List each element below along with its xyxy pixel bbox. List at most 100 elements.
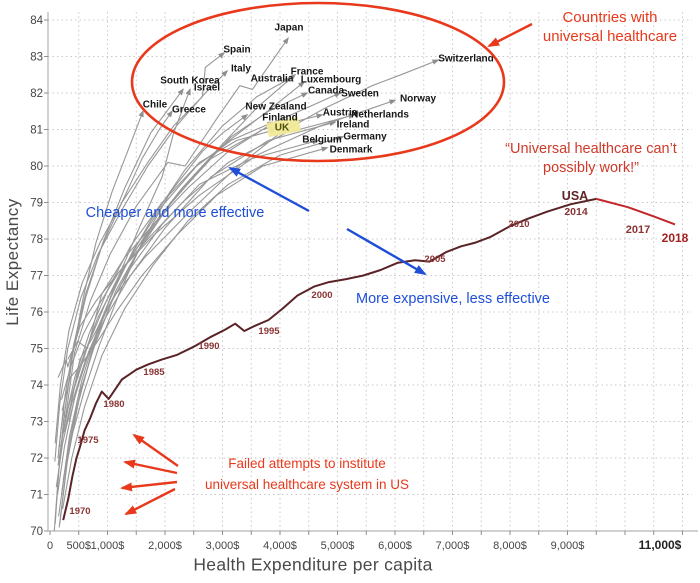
annotation-more-expensive-less-effective: More expensive, less effective	[356, 290, 550, 308]
x-tick-label-3000: 3,000$	[206, 540, 240, 552]
gridlines	[48, 12, 692, 531]
country-line-sweden	[67, 92, 342, 360]
x-tick-label-7000: 7,000$	[436, 540, 470, 552]
us-year-label-1970: 1970	[69, 506, 90, 517]
blue-arrow	[346, 227, 427, 276]
country-label-uk: UK	[275, 123, 290, 134]
country-line-italy	[54, 70, 229, 462]
country-label-israel: Israel	[194, 83, 220, 94]
us-year-label-2005: 2005	[424, 254, 446, 265]
country-label-australia: Australia	[251, 74, 294, 85]
country-label-greece: Greece	[172, 105, 206, 116]
annotation-line: Failed attempts to institute	[228, 456, 386, 471]
x-tick-label-1000: 1,000$	[91, 540, 125, 552]
y-tick-label-81: 81	[30, 125, 43, 137]
annotation-countries-with-universal-healthcare: Countries with universal healthcare	[543, 8, 677, 46]
universal-healthcare-ellipse	[130, 1, 506, 163]
country-label-new-zealand: New Zealand	[245, 102, 306, 113]
tick-labels: 70 71 72 73 74 75 76 77 78 79 80 81 82 83 84 0 500$ 1,000…	[30, 15, 681, 552]
country-label-canada: Canada	[308, 86, 345, 97]
country-line-norway	[57, 99, 397, 378]
uk-highlight	[266, 117, 301, 137]
us-year-label-2010: 2010	[508, 219, 529, 230]
y-tick-label-84: 84	[30, 15, 43, 27]
country-label-belgium: Belgium	[302, 135, 342, 146]
y-tick-label-83: 83	[30, 52, 43, 64]
country-label-sweden: Sweden	[341, 89, 379, 100]
y-tick-label-77: 77	[30, 271, 43, 283]
x-tick-label-500: 500$	[67, 540, 91, 552]
country-line-switzerland	[68, 59, 440, 415]
country-line-canada	[63, 92, 309, 433]
annotation-line: “Universal healthcare can’t	[505, 141, 677, 157]
annotation-line: possibly work!”	[543, 160, 639, 176]
country-line-ireland	[55, 120, 337, 488]
us-line-bright	[596, 197, 676, 226]
annotation-arrows	[120, 22, 533, 516]
x-tick-label-6000: 6,000$	[378, 540, 412, 552]
country-line-belgium	[56, 139, 320, 495]
x-tick-label-0: 0	[47, 540, 53, 552]
country-trajectories	[53, 37, 440, 532]
country-label-luxembourg: Luxembourg	[301, 75, 362, 86]
x-tick-label-11000: 11,000$	[639, 538, 682, 552]
us-year-label-1985: 1985	[143, 367, 165, 378]
y-tick-label-76: 76	[30, 307, 43, 319]
red-arrow	[124, 487, 176, 516]
country-label-switzerland: Switzerland	[438, 54, 494, 65]
country-line-australia	[60, 77, 292, 495]
x-tick-label-4000: 4,000$	[263, 540, 297, 552]
y-axis-title: Life Expectancy	[3, 198, 22, 326]
blue-arrow	[228, 166, 310, 213]
us-year-labels: 1970 1975 1980 1985 1990 1995 2000 2005 2010 2014…	[69, 189, 688, 517]
usa-label: USA	[562, 189, 588, 203]
country-label-spain: Spain	[223, 45, 250, 56]
x-tick-label-8000: 8,000$	[493, 540, 527, 552]
y-tick-label-71: 71	[30, 490, 43, 502]
us-year-label-2018: 2018	[662, 231, 689, 245]
x-tick-label-5000: 5,000$	[321, 540, 355, 552]
us-year-label-1990: 1990	[198, 341, 219, 352]
red-arrow	[123, 459, 178, 475]
y-tick-label-74: 74	[30, 380, 43, 392]
country-label-italy: Italy	[231, 64, 251, 75]
annotation-line: Cheaper and more effective	[85, 205, 265, 221]
y-tick-label-78: 78	[30, 234, 43, 246]
country-line-denmark	[61, 146, 329, 411]
country-label-norway: Norway	[400, 94, 437, 105]
us-trajectory	[62, 197, 676, 521]
us-year-label-2017: 2017	[626, 224, 650, 236]
country-line-germany	[62, 135, 345, 510]
country-label-finland: Finland	[262, 113, 298, 124]
country-label-austria: Austria	[323, 108, 358, 119]
annotation-cheaper-more-effective: Cheaper and more effective	[86, 204, 265, 222]
us-year-label-2000: 2000	[311, 290, 332, 301]
country-line-luxembourg	[58, 81, 306, 517]
country-label-denmark: Denmark	[330, 145, 373, 156]
country-label-japan: Japan	[275, 23, 304, 34]
x-tick-label-9000: 9,000$	[551, 540, 585, 552]
country-label-netherlands: Netherlands	[351, 110, 409, 121]
annotation-line: universal healthcare system in US	[204, 477, 410, 492]
country-label-germany: Germany	[343, 132, 387, 143]
country-line-south-korea	[53, 88, 184, 532]
y-tick-label-79: 79	[30, 198, 43, 210]
country-label-ireland: Ireland	[337, 120, 370, 131]
country-label-south-korea: South Korea	[160, 76, 220, 87]
us-year-label-1995: 1995	[258, 326, 280, 337]
us-line-dark	[62, 197, 597, 521]
red-arrow	[120, 480, 178, 492]
y-tick-label-75: 75	[30, 344, 43, 356]
y-tick-label-72: 72	[30, 453, 43, 465]
annotation-failed-attempts: Failed attempts to institute universal h…	[205, 453, 409, 495]
annotation-cant-possibly-work: “Universal healthcare can’t possibly wor…	[505, 140, 677, 178]
red-arrow	[487, 22, 533, 48]
annotation-line: Countries with	[562, 9, 658, 26]
x-tick-label-2000: 2,000$	[148, 540, 182, 552]
x-axis-title: Health Expenditure per capita	[193, 554, 433, 575]
annotation-line: More expensive, less effective	[356, 291, 550, 307]
country-line-austria	[58, 113, 324, 528]
us-year-label-2014: 2014	[564, 206, 588, 218]
